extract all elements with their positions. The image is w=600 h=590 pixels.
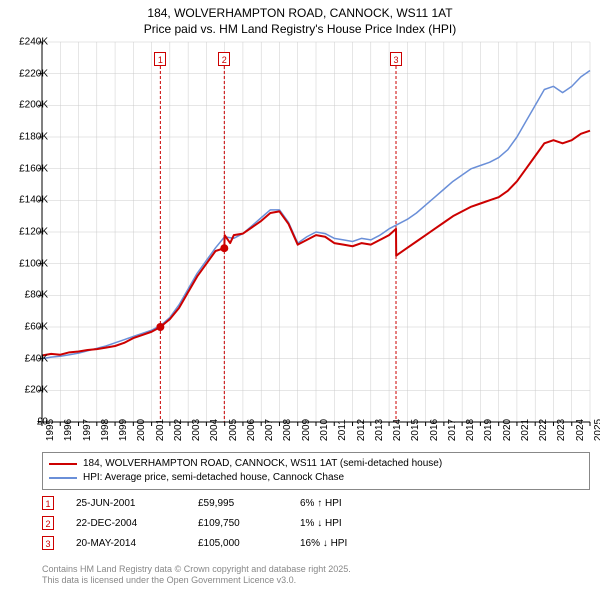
x-tick-label: 1997 (82, 419, 93, 441)
events-table: 1 25-JUN-2001 £59,995 6% ↑ HPI 2 22-DEC-… (42, 496, 590, 556)
event-row: 1 25-JUN-2001 £59,995 6% ↑ HPI (42, 496, 590, 510)
event-row: 2 22-DEC-2004 £109,750 1% ↓ HPI (42, 516, 590, 530)
x-tick-label: 1996 (63, 419, 74, 441)
x-tick-label: 2014 (392, 419, 403, 441)
x-tick-label: 2006 (246, 419, 257, 441)
title-line1: 184, WOLVERHAMPTON ROAD, CANNOCK, WS11 1… (0, 6, 600, 22)
event-marker-icon: 2 (42, 516, 54, 530)
title-line2: Price paid vs. HM Land Registry's House … (0, 22, 600, 38)
x-tick-label: 2019 (483, 419, 494, 441)
x-tick-label: 2025 (593, 419, 600, 441)
y-tick-label: £220K (8, 68, 48, 79)
event-price: £109,750 (198, 518, 278, 529)
event-date: 20-MAY-2014 (76, 538, 176, 549)
chart-plot-area (42, 42, 590, 422)
x-tick-label: 2011 (337, 419, 348, 441)
event-row: 3 20-MAY-2014 £105,000 16% ↓ HPI (42, 536, 590, 550)
y-tick-label: £180K (8, 132, 48, 143)
x-tick-label: 2020 (502, 419, 513, 441)
event-marker-icon: 1 (42, 496, 54, 510)
x-tick-label: 2021 (520, 419, 531, 441)
x-tick-label: 1998 (100, 419, 111, 441)
event-hpi: 1% ↓ HPI (300, 518, 390, 529)
legend-item: 184, WOLVERHAMPTON ROAD, CANNOCK, WS11 1… (49, 457, 583, 471)
y-tick-label: £80K (8, 290, 48, 301)
y-tick-label: £100K (8, 258, 48, 269)
x-tick-label: 2016 (429, 419, 440, 441)
annotation-marker: 1 (154, 52, 166, 66)
x-tick-label: 2013 (374, 419, 385, 441)
legend-label: HPI: Average price, semi-detached house,… (83, 471, 344, 485)
annotation-marker: 2 (218, 52, 230, 66)
legend-swatch (49, 477, 77, 479)
x-tick-label: 2000 (136, 419, 147, 441)
legend: 184, WOLVERHAMPTON ROAD, CANNOCK, WS11 1… (42, 452, 590, 490)
x-tick-label: 2004 (209, 419, 220, 441)
x-tick-label: 2009 (301, 419, 312, 441)
annotation-marker: 3 (390, 52, 402, 66)
event-hpi: 16% ↓ HPI (300, 538, 390, 549)
x-tick-label: 1995 (45, 419, 56, 441)
x-tick-label: 2003 (191, 419, 202, 441)
x-tick-label: 2012 (356, 419, 367, 441)
legend-label: 184, WOLVERHAMPTON ROAD, CANNOCK, WS11 1… (83, 457, 442, 471)
y-tick-label: £40K (8, 353, 48, 364)
chart-svg (42, 42, 590, 422)
y-tick-label: £160K (8, 163, 48, 174)
x-tick-label: 2008 (282, 419, 293, 441)
y-tick-label: £200K (8, 100, 48, 111)
footer-line1: Contains HM Land Registry data © Crown c… (42, 564, 351, 575)
event-price: £105,000 (198, 538, 278, 549)
y-tick-label: £140K (8, 195, 48, 206)
chart-title: 184, WOLVERHAMPTON ROAD, CANNOCK, WS11 1… (0, 0, 600, 37)
event-date: 22-DEC-2004 (76, 518, 176, 529)
x-tick-label: 2001 (155, 419, 166, 441)
x-tick-label: 2017 (447, 419, 458, 441)
legend-item: HPI: Average price, semi-detached house,… (49, 471, 583, 485)
y-tick-label: £60K (8, 322, 48, 333)
event-price: £59,995 (198, 498, 278, 509)
x-tick-label: 2010 (319, 419, 330, 441)
x-tick-label: 2002 (173, 419, 184, 441)
y-tick-label: £240K (8, 37, 48, 48)
legend-swatch (49, 463, 77, 465)
y-tick-label: £0 (8, 417, 48, 428)
x-tick-label: 2022 (538, 419, 549, 441)
x-tick-label: 2024 (575, 419, 586, 441)
x-tick-label: 2005 (228, 419, 239, 441)
x-tick-label: 2018 (465, 419, 476, 441)
event-hpi: 6% ↑ HPI (300, 498, 390, 509)
x-tick-label: 2015 (410, 419, 421, 441)
footer-line2: This data is licensed under the Open Gov… (42, 575, 351, 586)
event-date: 25-JUN-2001 (76, 498, 176, 509)
chart-container: 184, WOLVERHAMPTON ROAD, CANNOCK, WS11 1… (0, 0, 600, 590)
footer-attribution: Contains HM Land Registry data © Crown c… (42, 564, 351, 586)
event-marker-icon: 3 (42, 536, 54, 550)
x-tick-label: 2007 (264, 419, 275, 441)
x-tick-label: 1999 (118, 419, 129, 441)
y-tick-label: £120K (8, 227, 48, 238)
y-tick-label: £20K (8, 385, 48, 396)
x-tick-label: 2023 (556, 419, 567, 441)
